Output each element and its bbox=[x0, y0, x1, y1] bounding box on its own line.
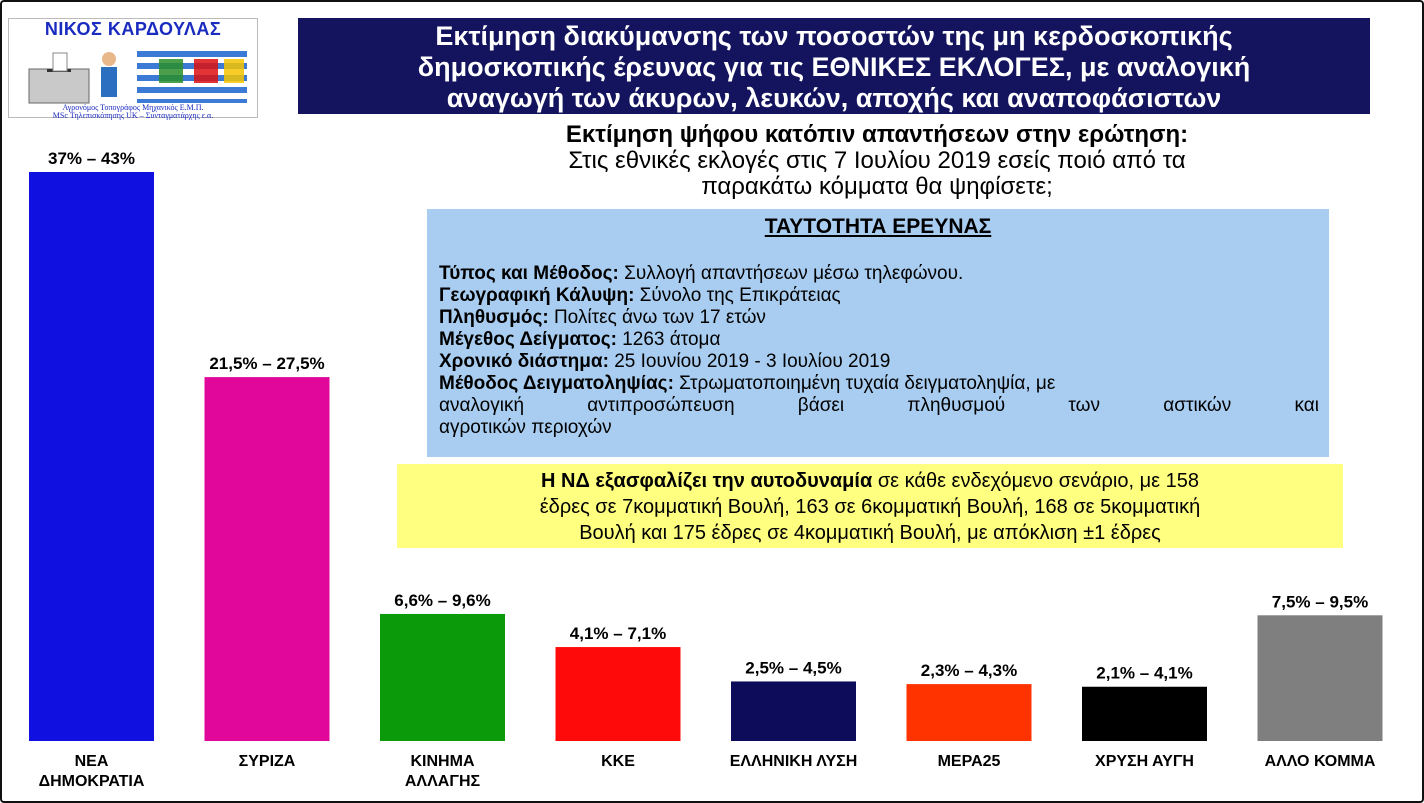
bar-value-label-5: 2,3% – 4,3% bbox=[921, 661, 1017, 680]
bar-4 bbox=[731, 681, 856, 741]
logo-credential-1: Αγρονόμος Τοπογράφος Μηχανικός Ε.Μ.Π. bbox=[62, 103, 204, 112]
category-label-0-0: ΝΕΑ bbox=[75, 753, 109, 770]
category-label-6-0: ΧΡΥΣΗ ΑΥΓΗ bbox=[1095, 753, 1194, 770]
bar-5 bbox=[906, 684, 1032, 741]
bar-value-label-1: 21,5% – 27,5% bbox=[209, 354, 324, 373]
note-line-1-rest: σε κάθε ενδεχόμενο σενάριο, με 158 bbox=[872, 470, 1199, 492]
logo: ΝΙΚΟΣ ΚΑΡΔΟΥΛΑΣ Αγρονόμος Τοπογράφος Μηχ… bbox=[8, 18, 258, 120]
survey-period-row: Χρονικό διάστημα: 25 Ιουνίου 2019 - 3 Ιο… bbox=[439, 351, 1319, 373]
logo-emblem-2 bbox=[194, 59, 218, 83]
logo-ballot-paper bbox=[52, 52, 68, 72]
survey-type-value: Συλλογή απαντήσεων μέσω τηλεφώνου. bbox=[618, 263, 964, 284]
survey-type-label: Τύπος και Μέθοδος: bbox=[439, 263, 619, 284]
bar-value-label-7: 7,5% – 9,5% bbox=[1272, 592, 1368, 611]
category-label-0-1: ΔΗΜΟΚΡΑΤΙΑ bbox=[39, 773, 145, 790]
bar-value-label-3: 4,1% – 7,1% bbox=[570, 624, 666, 643]
survey-population-value: Πολίτες άνω των 17 ετών bbox=[548, 307, 766, 328]
survey-population-row: Πληθυσμός: Πολίτες άνω των 17 ετών bbox=[439, 307, 1319, 329]
logo-person-body bbox=[101, 67, 117, 97]
survey-heading: ΤΑΥΤΟΤΗΤΑ ΕΡΕΥΝΑΣ bbox=[764, 215, 992, 238]
survey-info-box: ΤΑΥΤΟΤΗΤΑ ΕΡΕΥΝΑΣ Τύπος και Μέθοδος: Συλ… bbox=[427, 209, 1329, 457]
title-line-3: αναγωγή των άκυρων, λευκών, αποχής και α… bbox=[446, 83, 1222, 113]
survey-method-value: Στρωματοποιημένη τυχαία δειγματοληψία, μ… bbox=[673, 373, 1056, 394]
bar-3 bbox=[555, 647, 681, 741]
category-label-1-0: ΣΥΡΙΖΑ bbox=[239, 753, 296, 770]
logo-ballot-box bbox=[28, 68, 90, 104]
category-label-7-0: ΑΛΛΟ ΚΟΜΜΑ bbox=[1265, 753, 1376, 770]
bar-value-label-4: 2,5% – 4,5% bbox=[745, 658, 841, 677]
logo-flag-stripe-3 bbox=[137, 81, 247, 87]
survey-method-line-3: αγροτικών περιοχών bbox=[439, 417, 612, 438]
logo-person-head bbox=[102, 52, 116, 66]
survey-population-label: Πληθυσμός: bbox=[439, 307, 549, 328]
bar-value-label-2: 6,6% – 9,6% bbox=[394, 591, 490, 610]
category-label-2-1: ΑΛΛΑΓΗΣ bbox=[405, 773, 481, 790]
title-line-1: Εκτίμηση διακύμανσης των ποσοστών της μη… bbox=[435, 21, 1233, 51]
survey-coverage-row: Γεωγραφική Κάλυψη: Σύνολο της Επικράτεια… bbox=[439, 285, 1319, 307]
category-label-5-0: ΜΕΡΑ25 bbox=[938, 753, 1001, 770]
note-line-2: έδρες σε 7κομματική Βουλή, 163 σε 6κομμα… bbox=[539, 496, 1201, 518]
logo-graphic bbox=[28, 51, 247, 104]
title-banner: Εκτίμηση διακύμανσης των ποσοστών της μη… bbox=[298, 18, 1370, 114]
category-label-4-0: ΕΛΛΗΝΙΚΗ ΛΥΣΗ bbox=[730, 753, 858, 770]
logo-flag-stripe-1 bbox=[137, 57, 247, 63]
survey-coverage-label: Γεωγραφική Κάλυψη: bbox=[439, 285, 635, 306]
logo-flag-stripe-2 bbox=[137, 69, 247, 75]
survey-period-value: 25 Ιουνίου 2019 - 3 Ιουλίου 2019 bbox=[608, 351, 891, 372]
question-heading: Εκτίμηση ψήφου κατόπιν απαντήσεων στην ε… bbox=[565, 121, 1189, 148]
bar-2 bbox=[380, 613, 505, 741]
bar-value-label-6: 2,1% – 4,1% bbox=[1096, 664, 1192, 683]
logo-emblem-3 bbox=[224, 59, 244, 83]
question-line-2: παρακάτω κόμματα θα ψηφίσετε; bbox=[701, 173, 1053, 200]
survey-period-label: Χρονικό διάστημα: bbox=[439, 351, 609, 372]
bar-7 bbox=[1257, 615, 1383, 741]
bar-6 bbox=[1082, 686, 1207, 741]
survey-type-row: Τύπος και Μέθοδος: Συλλογή απαντήσεων μέ… bbox=[439, 263, 1319, 285]
logo-credential-2: MSc Τηλεπισκόπησης UK – Συνταγματάρχης ε… bbox=[52, 111, 214, 120]
category-label-3-0: ΚΚΕ bbox=[601, 753, 635, 770]
seat-projection-note: Η ΝΔ εξασφαλίζει την αυτοδυναμία σε κάθε… bbox=[397, 464, 1343, 548]
survey-method-label: Μέθοδος Δειγματοληψίας: bbox=[439, 373, 674, 394]
survey-coverage-value: Σύνολο της Επικράτειας bbox=[634, 285, 841, 306]
survey-method-row: Μέθοδος Δειγματοληψίας: Στρωματοποιημένη… bbox=[439, 373, 1319, 395]
logo-flag-stripe-4 bbox=[137, 93, 247, 99]
question-line-1: Στις εθνικές εκλογές στις 7 Ιουλίου 2019… bbox=[568, 147, 1186, 174]
logo-name: ΝΙΚΟΣ ΚΑΡΔΟΥΛΑΣ bbox=[44, 19, 222, 39]
bar-0 bbox=[29, 172, 154, 741]
logo-emblem-1 bbox=[159, 59, 183, 83]
survey-sample-label: Μέγεθος Δείγματος: bbox=[439, 329, 617, 350]
note-line-3: Βουλή και 175 έδρες σε 4κομματική Βουλή,… bbox=[579, 522, 1161, 544]
question-block: Εκτίμηση ψήφου κατόπιν απαντήσεων στην ε… bbox=[412, 122, 1342, 200]
survey-sample-row: Μέγεθος Δείγματος: 1263 άτομα bbox=[439, 329, 1319, 351]
survey-sample-value: 1263 άτομα bbox=[616, 329, 721, 350]
survey-method-line-2: αναλογική αντιπροσώπευση βάσει πληθυσμού… bbox=[439, 395, 1319, 416]
bar-1 bbox=[204, 377, 330, 741]
bar-value-label-0: 37% – 43% bbox=[48, 149, 135, 168]
note-line-1: Η ΝΔ εξασφαλίζει την αυτοδυναμία σε κάθε… bbox=[397, 468, 1343, 494]
note-bold: Η ΝΔ εξασφαλίζει την αυτοδυναμία bbox=[541, 470, 873, 492]
category-label-2-0: ΚΙΝΗΜΑ bbox=[411, 753, 475, 770]
title-line-2: δημοσκοπικής έρευνας για τις ΕΘΝΙΚΕΣ ΕΚΛ… bbox=[417, 52, 1251, 82]
